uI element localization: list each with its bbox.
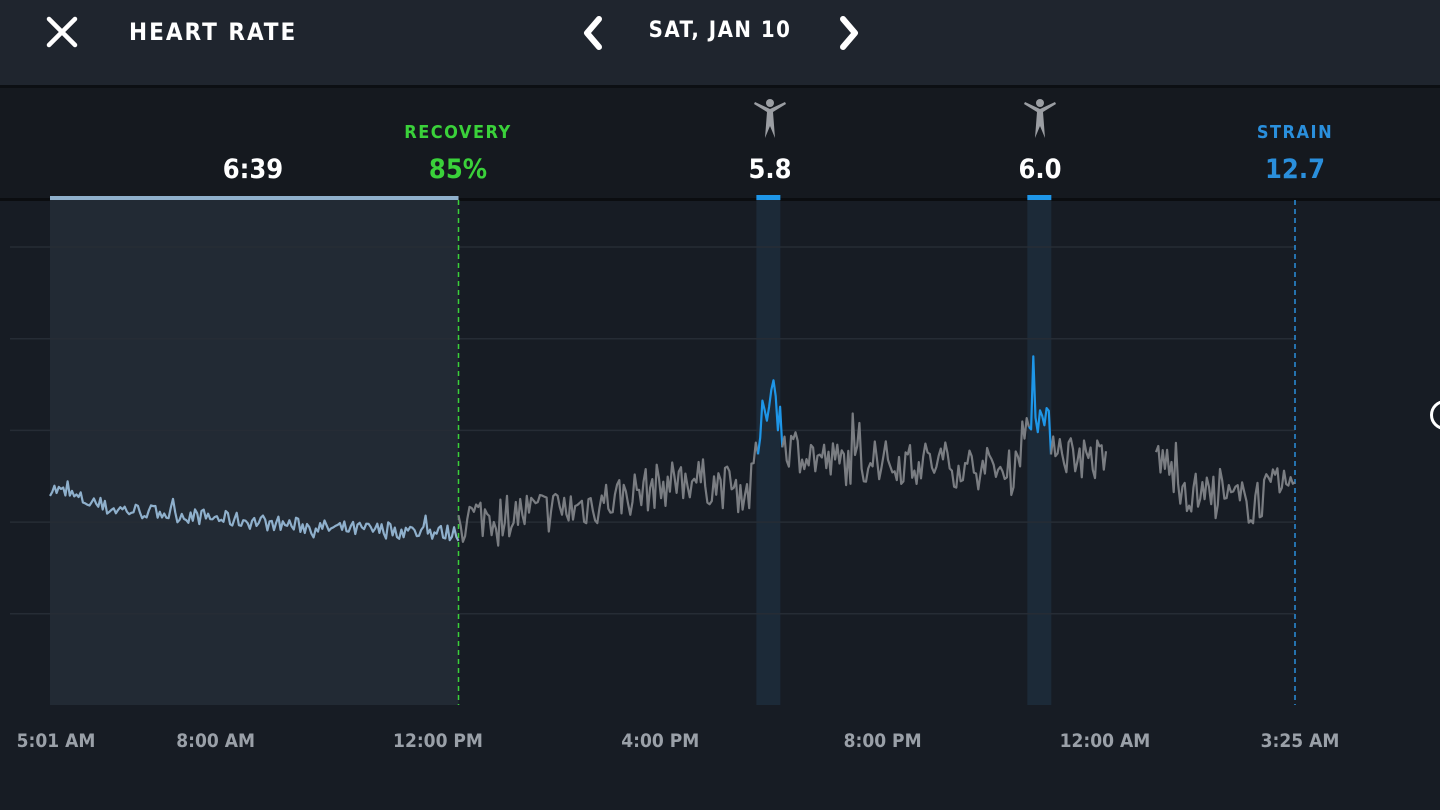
- person-icon: [1024, 99, 1056, 138]
- strain-value: 12.7: [1265, 154, 1325, 185]
- x-tick-label: 12:00 PM: [393, 730, 483, 752]
- hr-line-day-activity: [756, 379, 784, 455]
- x-tick-label: 5:01 AM: [16, 730, 96, 752]
- activity-strain-1: 5.8: [748, 154, 792, 185]
- activity-bar-1: [756, 195, 781, 200]
- sleep-bar: [50, 196, 459, 200]
- x-tick-label: 4:00 PM: [621, 730, 700, 752]
- sleep-duration: 6:39: [222, 154, 284, 185]
- strain-label: STRAIN: [1256, 122, 1334, 143]
- x-tick-label: 8:00 AM: [176, 730, 255, 752]
- chevron-left-icon[interactable]: [580, 14, 606, 52]
- person-icon: [754, 99, 786, 138]
- hr-line-day: [457, 441, 760, 547]
- x-tick-label: 12:00 AM: [1059, 730, 1151, 752]
- activity-bar-2: [1027, 195, 1052, 200]
- page-title: HEART RATE: [129, 18, 298, 46]
- x-tick-label: 3:25 AM: [1260, 730, 1340, 752]
- hr-line-day: [1049, 435, 1108, 480]
- recovery-value: 85%: [428, 154, 488, 185]
- x-tick-label: 8:00 PM: [843, 730, 922, 752]
- close-icon[interactable]: [44, 14, 80, 50]
- activity-region-2: [1027, 200, 1052, 705]
- stats-bar: 6:39 RECOVERY 85% 5.8 6.0 STRAIN 12.7: [0, 88, 1440, 201]
- sleep-region: [50, 200, 459, 705]
- recovery-label: RECOVERY: [404, 122, 512, 143]
- hr-line-day: [781, 412, 1030, 497]
- hr-line-late: [1154, 441, 1296, 525]
- date-label: SAT, JAN 10: [648, 18, 792, 43]
- chevron-right-icon[interactable]: [836, 14, 862, 52]
- hr-line-day-activity: [1028, 355, 1053, 455]
- activity-strain-2: 6.0: [1018, 154, 1062, 185]
- activity-region-1: [756, 200, 781, 705]
- app-header: HEART RATE SAT, JAN 10: [0, 0, 1440, 88]
- hr-line-sleep: [49, 480, 460, 542]
